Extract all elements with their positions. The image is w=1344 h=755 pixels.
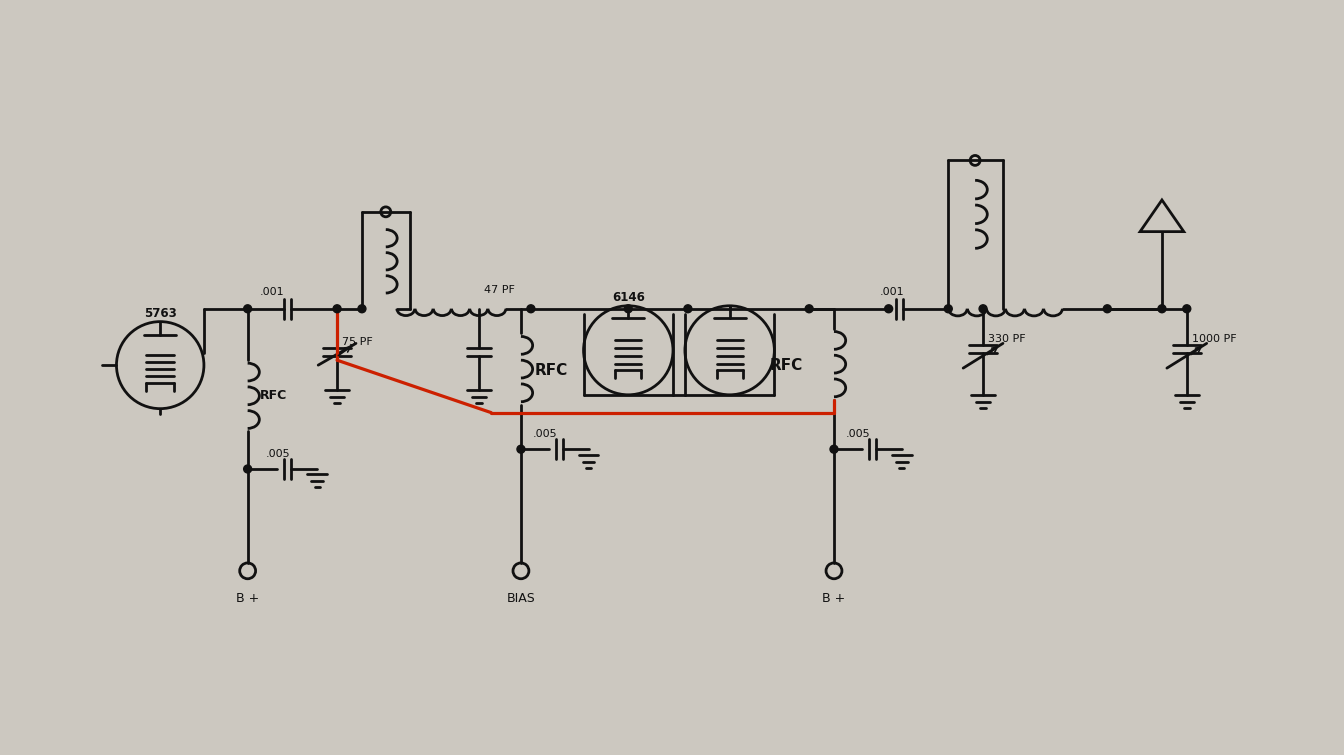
Text: 1000 PF: 1000 PF [1192,334,1236,344]
Circle shape [1159,305,1165,313]
Text: RFC: RFC [535,362,569,378]
Circle shape [831,445,837,453]
Text: 330 PF: 330 PF [988,334,1025,344]
Text: 6146: 6146 [612,291,645,304]
Text: .005: .005 [266,449,290,459]
Text: .005: .005 [532,430,558,439]
Text: RFC: RFC [259,390,286,402]
Circle shape [243,305,251,313]
Text: .005: .005 [845,430,871,439]
Text: B +: B + [237,592,259,605]
Text: 47 PF: 47 PF [484,285,515,295]
Circle shape [1183,305,1191,313]
Text: .001: .001 [879,287,905,297]
Circle shape [978,305,986,313]
Text: BIAS: BIAS [507,592,535,605]
Circle shape [805,305,813,313]
Circle shape [243,465,251,473]
Circle shape [884,305,892,313]
Text: 75 PF: 75 PF [343,337,372,347]
Circle shape [517,445,526,453]
Circle shape [527,305,535,313]
Circle shape [625,305,632,313]
Circle shape [1103,305,1111,313]
Text: RFC: RFC [769,358,802,373]
Circle shape [358,305,366,313]
Text: .001: .001 [261,287,285,297]
Circle shape [684,305,692,313]
Text: 5763: 5763 [144,307,176,320]
Circle shape [333,305,341,313]
Circle shape [945,305,953,313]
Text: B +: B + [823,592,845,605]
